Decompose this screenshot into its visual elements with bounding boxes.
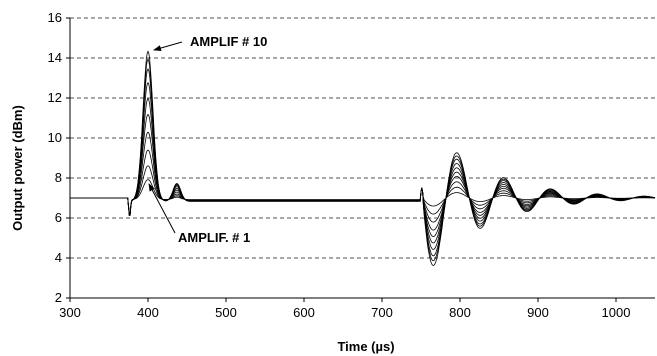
series-line-9: [70, 58, 656, 262]
y-tick-label: 4: [55, 250, 62, 265]
x-tick-label: 500: [215, 305, 237, 320]
y-tick-label: 14: [48, 50, 62, 65]
y-tick-label: 6: [55, 210, 62, 225]
y-tick-label: 8: [55, 170, 62, 185]
axes: [66, 17, 655, 302]
annotation-arrow-amplif-1: [148, 183, 176, 234]
x-tick-label: 800: [449, 305, 471, 320]
x-tick-label: 300: [59, 305, 81, 320]
annotation-amplif-10: AMPLIF # 10: [190, 34, 267, 49]
x-tick-label: 400: [137, 305, 159, 320]
series-line-8: [70, 68, 656, 257]
x-axis-title: Time (µs): [337, 339, 394, 354]
series-line-6: [70, 97, 656, 244]
series-group: [70, 50, 656, 266]
x-tick-label: 700: [371, 305, 393, 320]
x-tick-label: 1000: [602, 305, 631, 320]
annotation-amplif-1: AMPLIF. # 1: [178, 230, 250, 245]
y-tick-label: 16: [48, 10, 62, 25]
y-tick-label: 12: [48, 90, 62, 105]
annotations: AMPLIF # 10 AMPLIF. # 1: [148, 34, 267, 245]
series-line-10: [70, 50, 656, 266]
x-tick-label: 900: [527, 305, 549, 320]
x-tick-label: 600: [293, 305, 315, 320]
y-axis-title: Output power (dBm): [10, 105, 25, 231]
y-tick-label: 2: [55, 290, 62, 305]
gridlines: [70, 17, 655, 259]
annotation-arrow-amplif-10: [153, 41, 183, 51]
series-line-7: [70, 81, 656, 250]
tick-labels: 2 4 6 8 10 12 14 16 300 400 500 600 700 800 900 1000: [48, 10, 631, 320]
y-tick-label: 10: [48, 130, 62, 145]
